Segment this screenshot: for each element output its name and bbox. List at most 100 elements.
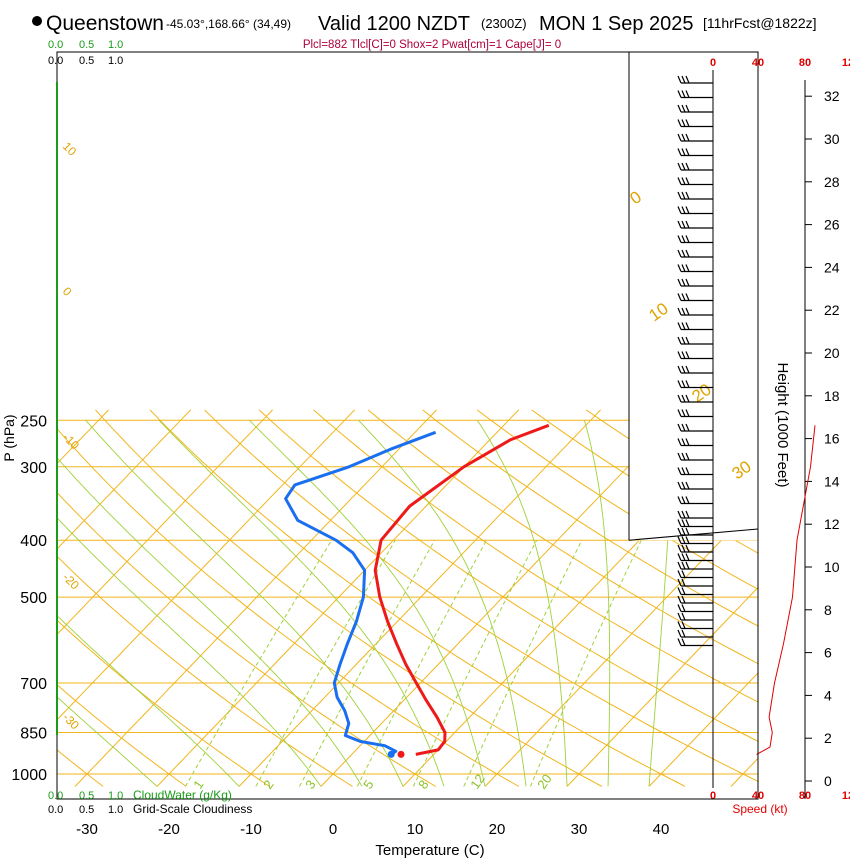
wind-barb bbox=[677, 496, 713, 505]
barb-feather bbox=[685, 496, 690, 504]
barb-feather bbox=[681, 191, 686, 200]
temp-tick--20: -20 bbox=[158, 821, 180, 838]
height-tick-24: 24 bbox=[824, 259, 840, 275]
barb-feather bbox=[677, 307, 682, 316]
dry-adiabat-50 bbox=[204, 409, 758, 782]
wind-barb bbox=[677, 561, 713, 570]
barb-feather bbox=[685, 438, 690, 446]
wind-barb bbox=[677, 119, 713, 128]
barb-feather bbox=[677, 220, 682, 229]
barb-feather bbox=[681, 519, 686, 527]
barb-feather bbox=[677, 553, 682, 561]
wind-barb bbox=[677, 162, 713, 171]
forecast-run: [11hrFcst@1822z] bbox=[703, 15, 817, 31]
barb-feather bbox=[677, 496, 682, 504]
wind-barb bbox=[677, 519, 713, 528]
wind-barb bbox=[677, 191, 713, 200]
isotherm-m10 bbox=[238, 409, 601, 787]
barb-feather bbox=[685, 380, 690, 388]
moist-adiabat-m10 bbox=[57, 614, 240, 787]
dry-adiabat-m40 bbox=[0, 410, 20, 787]
wind-barb bbox=[677, 510, 713, 519]
barb-feather bbox=[685, 264, 690, 272]
moist-adiabat-5 bbox=[57, 457, 363, 787]
grid-layer bbox=[0, 52, 758, 787]
moist-adiabat-15 bbox=[158, 419, 445, 787]
wind-barb bbox=[677, 380, 713, 389]
dry-adiabat-30 bbox=[95, 409, 603, 787]
barb-feather bbox=[681, 612, 686, 621]
barb-feather bbox=[681, 351, 686, 359]
height-tick-18: 18 bbox=[824, 388, 840, 404]
barb-feather bbox=[681, 177, 686, 185]
speed-tick-bottom-3: 12 bbox=[842, 790, 850, 802]
barb-feather bbox=[685, 162, 690, 171]
wind-barb bbox=[677, 249, 713, 258]
barb-feather bbox=[685, 519, 690, 527]
dry-adiabat-80 bbox=[367, 409, 758, 665]
barb-feather bbox=[677, 438, 682, 446]
wind-barb bbox=[677, 612, 713, 621]
cloudwater-tick-bottom-2: 1.0 bbox=[108, 790, 123, 802]
height-tick-12: 12 bbox=[824, 516, 840, 532]
moist-adiabat-m20 bbox=[57, 696, 158, 787]
barb-feather bbox=[677, 104, 682, 113]
speed-tick-bottom-2: 80 bbox=[799, 790, 811, 802]
barb-feather bbox=[685, 544, 690, 553]
pressure-tick-300: 300 bbox=[20, 460, 47, 477]
speed-axis-label: Speed (kt) bbox=[732, 802, 787, 816]
moist-adiabat-30 bbox=[476, 420, 568, 787]
barb-feather bbox=[681, 629, 686, 638]
barb-feather bbox=[677, 235, 682, 243]
moist-adiabat-10 bbox=[85, 419, 404, 787]
barb-feather bbox=[681, 133, 686, 142]
barb-feather bbox=[677, 452, 682, 461]
barb-feather bbox=[685, 452, 690, 461]
barb-feather bbox=[677, 527, 682, 536]
barb-feather bbox=[685, 307, 690, 316]
barb-feather bbox=[681, 104, 686, 113]
surface-dewpoint-dot bbox=[387, 750, 395, 758]
barb-feather bbox=[685, 510, 690, 519]
mixing-label-12: 12 bbox=[467, 771, 488, 791]
wind-barb bbox=[677, 322, 713, 331]
isotherm-label-0: 10 bbox=[60, 139, 80, 159]
barb-feather bbox=[685, 75, 690, 84]
barb-feather bbox=[681, 561, 686, 570]
cloudwater-tick-bottom-0: 0.0 bbox=[48, 790, 63, 802]
barb-feather bbox=[681, 587, 686, 595]
barb-feather bbox=[685, 423, 690, 432]
wind-barb bbox=[677, 423, 713, 432]
barb-feather bbox=[685, 191, 690, 200]
barb-feather bbox=[685, 561, 690, 570]
barb-feather bbox=[685, 527, 690, 536]
barb-feather bbox=[685, 293, 690, 301]
temp-tick-10: 10 bbox=[407, 821, 424, 838]
moist-adiabat-20 bbox=[249, 419, 486, 787]
wind-barb bbox=[677, 351, 713, 360]
cloudiness-tick-top-2: 1.0 bbox=[108, 55, 123, 67]
temp-tick--30: -30 bbox=[76, 821, 98, 838]
speed-tick-bottom-0: 0 bbox=[710, 790, 716, 802]
cloudwater-label: CloudWater (g/Kg) bbox=[133, 788, 232, 802]
wind-barb bbox=[677, 595, 713, 604]
dry-adiabat-60 bbox=[258, 409, 758, 742]
barb-feather bbox=[677, 380, 682, 388]
barb-feather bbox=[685, 394, 690, 403]
barb-feather bbox=[681, 148, 686, 156]
barb-feather bbox=[677, 394, 682, 403]
temp-tick-40: 40 bbox=[653, 821, 670, 838]
mixing-label-20: 20 bbox=[534, 771, 555, 791]
barb-feather bbox=[685, 220, 690, 229]
barb-feather bbox=[681, 621, 686, 629]
wind-barb bbox=[677, 621, 713, 630]
barb-feather bbox=[681, 249, 686, 258]
wind-barb bbox=[677, 578, 713, 587]
height-tick-30: 30 bbox=[824, 131, 840, 147]
mixing-line-12 bbox=[463, 539, 583, 787]
barb-feather bbox=[677, 481, 682, 490]
wind-barb bbox=[677, 133, 713, 142]
speed-tick-top-3: 12 bbox=[842, 57, 850, 69]
wind-barb bbox=[677, 587, 713, 596]
barb-feather bbox=[677, 148, 682, 156]
